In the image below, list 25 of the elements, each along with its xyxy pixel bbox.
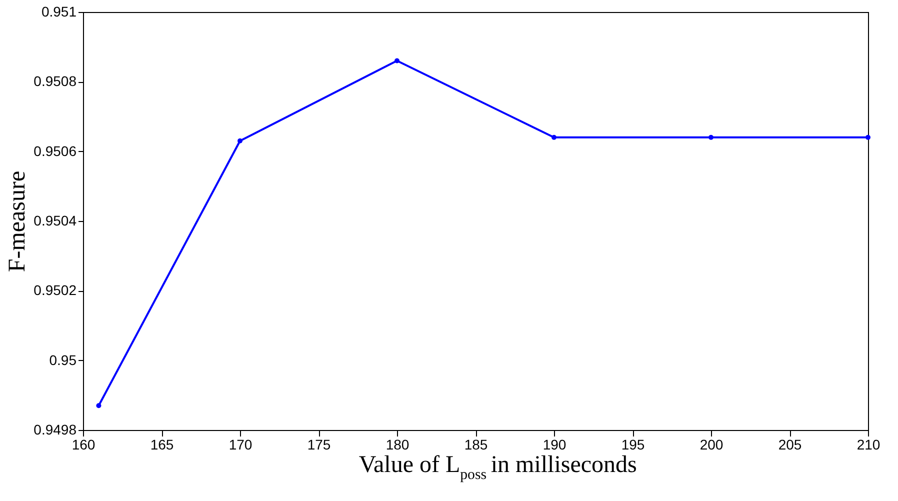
- y-tick-label: 0.95: [49, 352, 77, 368]
- x-tick-label: 200: [700, 436, 724, 452]
- y-tick-label: 0.9498: [34, 422, 77, 438]
- point: [394, 58, 400, 64]
- x-tick-label: 195: [621, 436, 645, 452]
- x-tick-label: 210: [856, 436, 880, 452]
- x-tick-label: 205: [778, 436, 802, 452]
- y-axis-title: F-measure: [4, 170, 31, 272]
- x-tick-label: 160: [72, 436, 96, 452]
- y-tick-label: 0.9508: [34, 73, 77, 90]
- x-tick-label: 165: [150, 436, 174, 452]
- x-tick-label: 185: [464, 436, 488, 452]
- point: [552, 134, 556, 140]
- x-tick-label: 180: [386, 436, 410, 452]
- x-tick-label: 190: [542, 436, 566, 452]
- point: [96, 403, 102, 408]
- y-tick-label: 0.9506: [34, 142, 77, 159]
- point: [708, 134, 714, 140]
- x-tick-label: 170: [228, 436, 252, 452]
- y-tick-label: 0.9504: [34, 212, 77, 228]
- y-tick-label: 0.9502: [34, 282, 77, 298]
- y-tick-label: 0.951: [41, 4, 77, 20]
- x-tick-label: 175: [307, 436, 331, 452]
- point: [866, 134, 870, 140]
- point: [238, 138, 242, 144]
